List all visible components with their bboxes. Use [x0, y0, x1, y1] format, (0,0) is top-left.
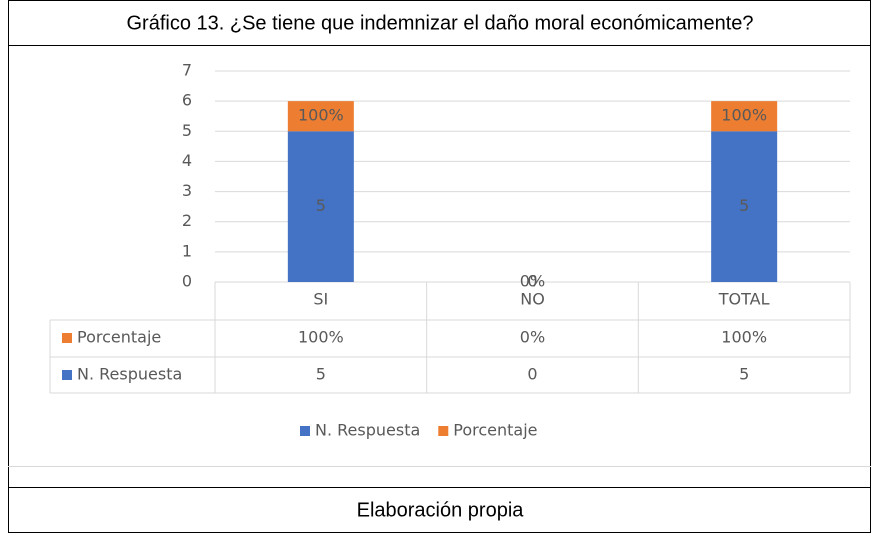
table-cell: 5	[739, 365, 749, 384]
y-tick-label: 7	[182, 61, 192, 80]
x-tick-label: SI	[313, 290, 328, 309]
table-cell: 100%	[298, 328, 344, 347]
data-label: 100%	[298, 106, 344, 125]
legend-label: N. Respuesta	[315, 421, 420, 440]
data-label: 100%	[721, 106, 767, 125]
table-legend-key	[62, 370, 72, 380]
y-tick-label: 6	[182, 91, 192, 110]
bar	[711, 131, 778, 282]
data-label: 5	[316, 196, 326, 215]
y-tick-label: 1	[182, 241, 192, 260]
source: Elaboración propia	[357, 499, 525, 521]
bar	[711, 101, 778, 132]
chart-title: Gráfico 13. ¿Se tiene que indemnizar el …	[126, 12, 753, 34]
y-tick-label: 0	[182, 272, 192, 291]
legend-key	[438, 426, 449, 436]
y-tick-label: 3	[182, 181, 192, 200]
data-label: 0	[527, 272, 537, 291]
table-row-label: Porcentaje	[77, 328, 161, 347]
bar	[287, 101, 354, 132]
x-tick-label: TOTAL	[718, 290, 770, 309]
y-tick-label: 5	[182, 121, 192, 140]
data-label: 0%	[520, 272, 545, 291]
legend-label: Porcentaje	[453, 421, 537, 440]
y-tick-label: 2	[182, 211, 192, 230]
legend-key	[300, 426, 310, 436]
table-cell: 0	[527, 365, 537, 384]
bar	[287, 131, 354, 282]
y-tick-label: 4	[182, 151, 192, 170]
table-cell: 0%	[520, 328, 545, 347]
table-legend-key	[62, 333, 72, 343]
data-label: 5	[739, 196, 749, 215]
table-row-label: N. Respuesta	[77, 365, 182, 384]
table-cell: 5	[316, 365, 326, 384]
table-cell: 100%	[721, 328, 767, 347]
x-tick-label: NO	[520, 290, 545, 309]
